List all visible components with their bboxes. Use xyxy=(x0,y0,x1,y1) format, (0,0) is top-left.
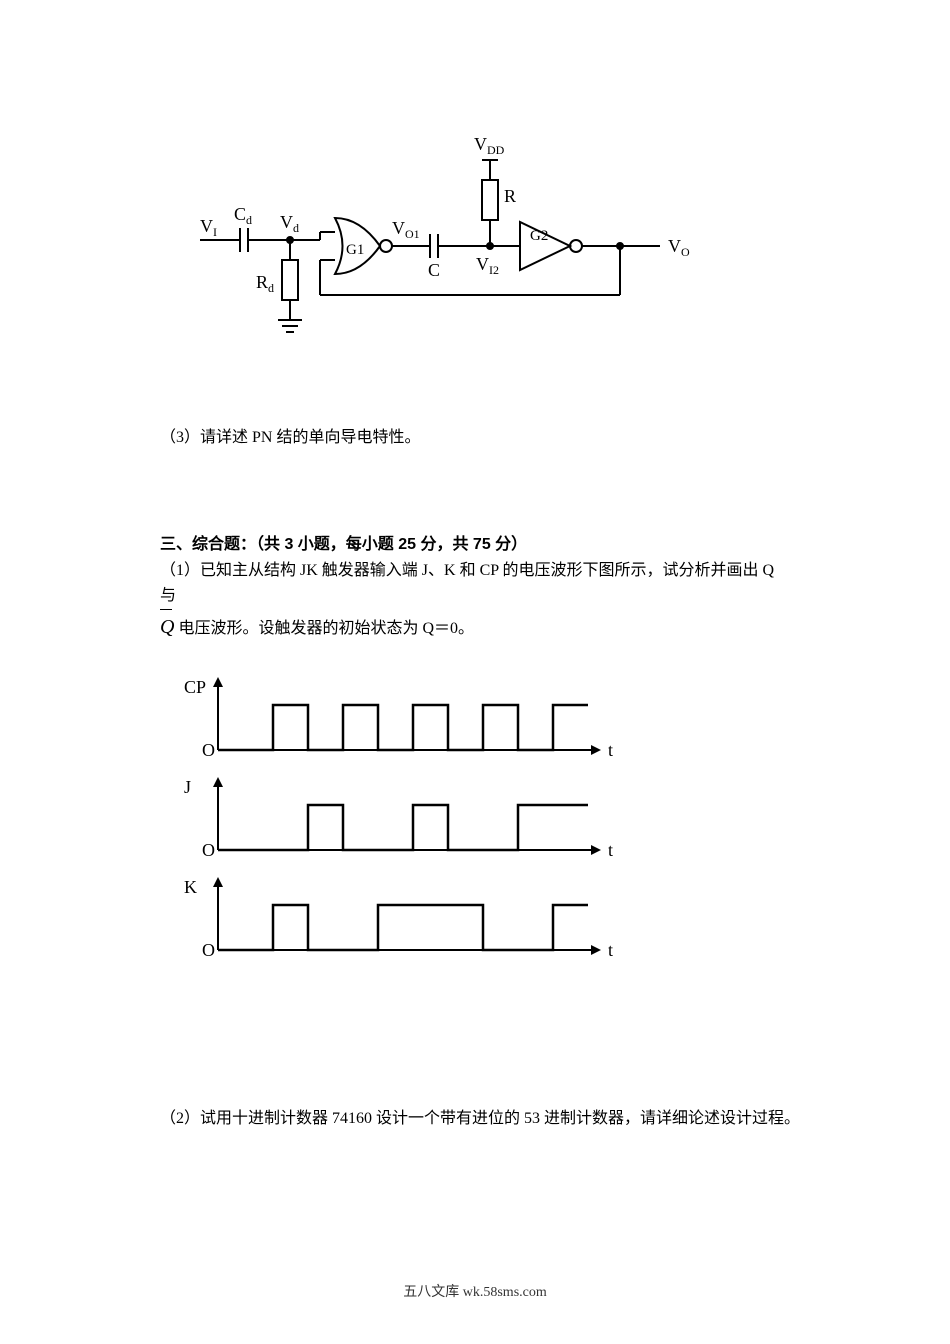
label-r: R xyxy=(504,186,516,206)
page-footer: 五八文库 wk.58sms.com xyxy=(0,1282,950,1304)
svg-text:CP: CP xyxy=(184,677,206,697)
label-vi: VI xyxy=(200,216,217,239)
svg-text:t: t xyxy=(608,840,613,860)
question-3-text: （3）请详述 PN 结的单向导电特性。 xyxy=(160,425,420,451)
section-3-q1-after: 电压波形。设触发器的初始状态为 Q＝0。 xyxy=(174,620,474,637)
timing-svg: CPOtJOtKOt xyxy=(178,665,638,985)
svg-text:O: O xyxy=(202,840,215,860)
label-vo: VO xyxy=(668,236,690,259)
label-c: C xyxy=(428,260,440,280)
label-vo1: VO1 xyxy=(392,218,420,241)
svg-text:K: K xyxy=(184,877,197,897)
question-2-text: （2）试用十进制计数器 74160 设计一个带有进位的 53 进制计数器，请详细… xyxy=(160,1106,830,1132)
label-vd: Vd xyxy=(280,212,299,235)
label-vdd: VDD xyxy=(474,134,505,157)
section-3-q1-line1: （1）已知主从结构 JK 触发器输入端 J、K 和 CP 的电压波形下图所示，试… xyxy=(160,558,790,609)
timing-diagram: CPOtJOtKOt xyxy=(178,665,638,985)
circuit-svg: VI Cd Vd Rd G1 VO1 C VI2 VDD R G2 VO xyxy=(200,120,750,350)
label-vi2: VI2 xyxy=(476,254,499,277)
svg-text:t: t xyxy=(608,940,613,960)
svg-text:O: O xyxy=(202,740,215,760)
svg-text:O: O xyxy=(202,940,215,960)
page: VI Cd Vd Rd G1 VO1 C VI2 VDD R G2 VO （3）… xyxy=(0,0,950,1344)
section-3-heading: 三、综合题：（共 3 小题，每小题 25 分，共 75 分） xyxy=(160,532,790,558)
q-bar-symbol: Q xyxy=(160,609,174,643)
label-rd: Rd xyxy=(256,272,274,295)
label-g1: G1 xyxy=(346,242,364,258)
label-cd: Cd xyxy=(234,204,252,227)
section-3-q1-line2: Q 电压波形。设触发器的初始状态为 Q＝0。 xyxy=(160,609,790,643)
svg-text:t: t xyxy=(608,740,613,760)
circuit-diagram: VI Cd Vd Rd G1 VO1 C VI2 VDD R G2 VO xyxy=(200,120,750,350)
svg-text:J: J xyxy=(184,777,191,797)
section-3: 三、综合题：（共 3 小题，每小题 25 分，共 75 分） （1）已知主从结构… xyxy=(160,532,790,643)
label-g2: G2 xyxy=(530,228,548,244)
